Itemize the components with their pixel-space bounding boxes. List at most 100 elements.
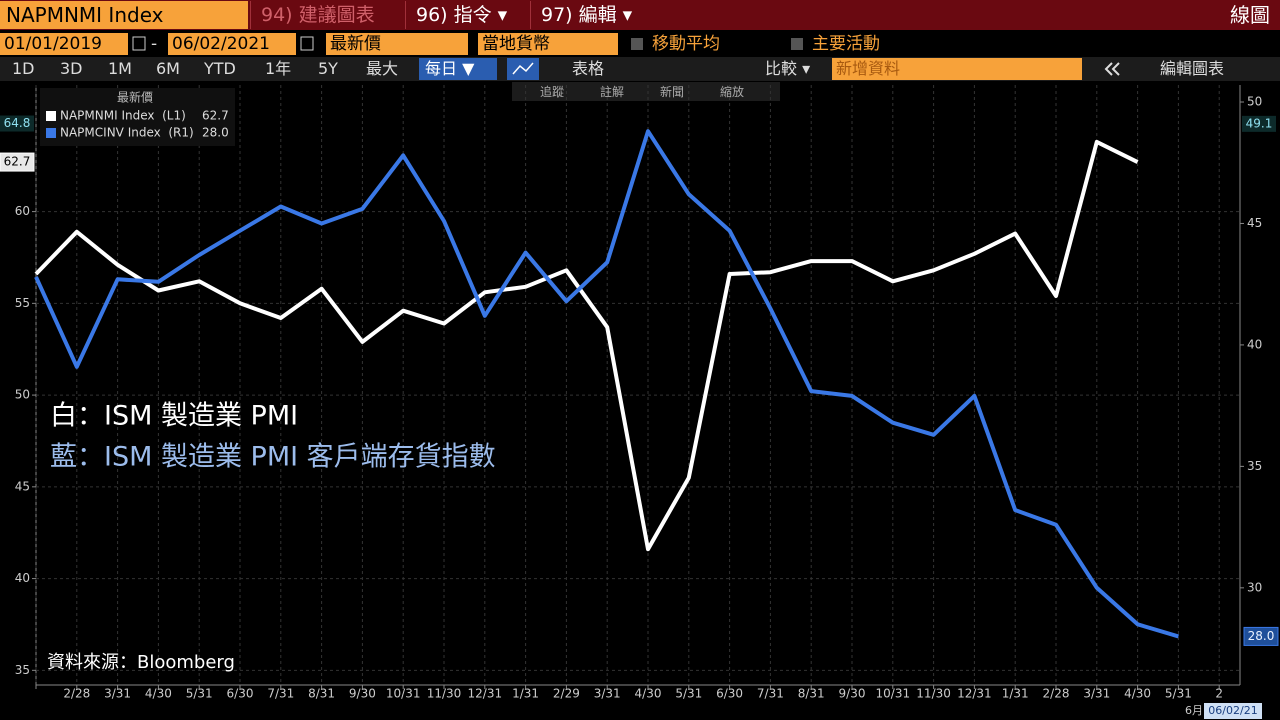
x-tick-label: 1/31 xyxy=(1002,687,1029,701)
last-value-box xyxy=(1243,626,1279,646)
legend-title: 最新價 xyxy=(117,90,153,105)
x-tick-label: 6/30 xyxy=(227,687,254,701)
collapse-icon xyxy=(1111,62,1120,76)
range-button[interactable]: YTD xyxy=(204,59,236,78)
x-tick-label: 3/31 xyxy=(104,687,131,701)
last-value-label: 28.0 xyxy=(1248,629,1275,643)
x-footer-box xyxy=(1204,703,1262,719)
x-tick-label: 4/30 xyxy=(635,687,662,701)
y2-tick-label: 50 xyxy=(1247,95,1262,109)
range-button[interactable]: 最大 xyxy=(366,59,399,78)
key-events[interactable]: 主要活動 xyxy=(812,33,880,54)
legend-value: 62.7 xyxy=(202,109,229,123)
y-tick-label: 55 xyxy=(15,296,30,310)
x-tick-label: 3/31 xyxy=(1083,687,1110,701)
y-tick-label: 50 xyxy=(15,388,30,402)
collapse-icon xyxy=(1104,62,1113,76)
y-tick-label: 60 xyxy=(15,204,30,218)
legend-label: NAPMCINV Index (R1) xyxy=(60,126,194,140)
annotation: 白：ISM 製造業 PMI xyxy=(50,401,298,432)
x-tick-label: 5/31 xyxy=(1165,687,1192,701)
y2-tick-label: 40 xyxy=(1247,337,1262,351)
x-tick-label: 12/31 xyxy=(957,687,992,701)
moving-average[interactable]: 移動平均 xyxy=(652,33,720,54)
x-tick-label: 8/31 xyxy=(798,687,825,701)
x-tick-label: 11/30 xyxy=(427,687,462,701)
menu-button[interactable]: 97) 編輯 ▾ xyxy=(530,1,680,29)
edit-chart-button[interactable]: 編輯圖表 xyxy=(1160,59,1225,78)
x-tick-label: 2 xyxy=(1215,687,1223,701)
y-tick-label: 40 xyxy=(15,571,30,585)
chart-tool-bar xyxy=(512,82,780,101)
range-button[interactable]: 1年 xyxy=(265,59,292,78)
price-select[interactable]: 最新價 xyxy=(326,33,468,55)
x-tick-label: 10/31 xyxy=(876,687,911,701)
menu-button[interactable]: 94) 建議圖表 xyxy=(250,1,400,29)
cursor-box xyxy=(0,115,34,132)
x-tick-label: 7/31 xyxy=(757,687,784,701)
source-note: 資料來源：Bloomberg xyxy=(47,652,235,673)
x-tick-label: 2/29 xyxy=(553,687,580,701)
x-tick-label: 4/30 xyxy=(145,687,172,701)
x-tick-label: 6/30 xyxy=(716,687,743,701)
x-tick-label: 4/30 xyxy=(1124,687,1151,701)
cursor-label: 64.8 xyxy=(4,116,31,130)
x-tick-label: 9/30 xyxy=(839,687,866,701)
chart-tool[interactable]: 縮放 xyxy=(720,84,745,99)
compare-button[interactable]: 比較 ▾ xyxy=(765,59,811,78)
end-date[interactable]: 06/02/2021 xyxy=(168,33,296,55)
legend-label: NAPMNMI Index (L1) xyxy=(60,109,186,123)
x-tick-label: 9/30 xyxy=(349,687,376,701)
series-line xyxy=(34,139,1139,552)
y-tick-label: 35 xyxy=(15,663,30,677)
range-button[interactable]: 6M xyxy=(156,59,180,78)
calendar-icon xyxy=(132,36,146,51)
legend-box xyxy=(40,88,235,146)
range-button[interactable]: 1M xyxy=(108,59,132,78)
view-label: 線圖 xyxy=(1230,3,1270,27)
add-data-input[interactable]: 新增資料 xyxy=(832,58,1082,80)
x-footer-date: 06/02/21 xyxy=(1208,704,1257,717)
x-footer-month: 6月 xyxy=(1185,704,1203,717)
x-tick-label: 5/31 xyxy=(675,687,702,701)
cursor-box xyxy=(1242,115,1276,132)
y2-tick-label: 30 xyxy=(1247,580,1262,594)
y2-tick-label: 35 xyxy=(1247,459,1262,473)
x-tick-label: 3/31 xyxy=(594,687,621,701)
chart-tool[interactable]: 註解 xyxy=(600,84,625,99)
x-tick-label: 8/31 xyxy=(308,687,335,701)
annotation: 藍：ISM 製造業 PMI 客戶端存貨指數 xyxy=(50,442,496,473)
checkbox xyxy=(791,38,803,50)
x-tick-label: 10/31 xyxy=(386,687,421,701)
ticker-input[interactable]: NAPMNMI Index xyxy=(0,1,248,29)
x-tick-label: 7/31 xyxy=(267,687,294,701)
legend-swatch xyxy=(46,111,56,121)
calendar-icon xyxy=(300,36,314,51)
chart-tool[interactable]: 追蹤 xyxy=(540,84,565,99)
x-tick-label: 2/28 xyxy=(1043,687,1070,701)
last-value-label: 62.7 xyxy=(4,155,31,169)
chart-tool[interactable]: 新聞 xyxy=(660,84,685,99)
y2-tick-label: 45 xyxy=(1247,216,1262,230)
last-value-box xyxy=(0,152,35,172)
legend-value: 28.0 xyxy=(202,126,229,140)
x-tick-label: 2/28 xyxy=(63,687,90,701)
frequency-select[interactable]: 每日 ▼ xyxy=(419,58,497,80)
date-sep: - xyxy=(151,33,158,54)
range-button[interactable]: 5Y xyxy=(318,59,338,78)
x-tick-label: 12/31 xyxy=(468,687,503,701)
menu-button[interactable]: 96) 指令 ▾ xyxy=(405,1,555,29)
range-button[interactable]: 3D xyxy=(60,59,83,78)
start-date[interactable]: 01/01/2019 xyxy=(0,33,128,55)
currency-select[interactable]: 當地貨幣 xyxy=(478,33,618,55)
range-button[interactable]: 1D xyxy=(12,59,35,78)
table-button[interactable]: 表格 xyxy=(572,59,605,78)
legend-swatch xyxy=(46,128,56,138)
x-tick-label: 11/30 xyxy=(916,687,951,701)
series-line xyxy=(34,129,1179,639)
chart-style-icon xyxy=(512,62,534,75)
cursor-label: 49.1 xyxy=(1246,116,1273,130)
x-tick-label: 1/31 xyxy=(512,687,539,701)
